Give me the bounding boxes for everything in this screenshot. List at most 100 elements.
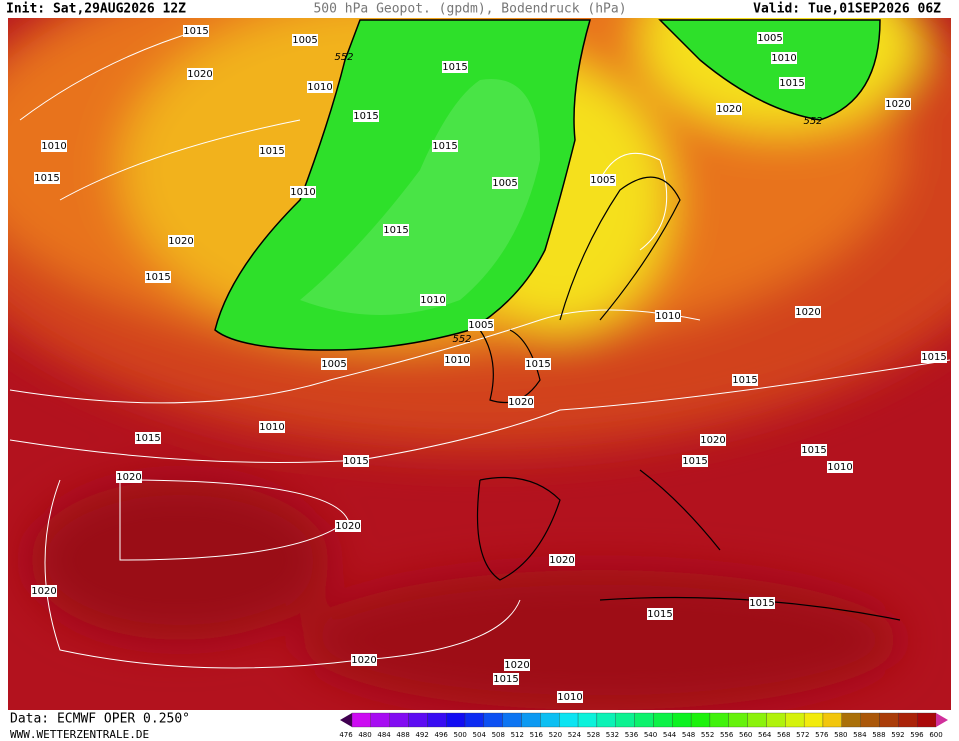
colorbar-bin (483, 712, 503, 728)
isobar-label: 1005 (757, 33, 782, 44)
colorbar-tick-label: 484 (377, 731, 391, 739)
isobar-label: 1010 (259, 422, 284, 433)
isobar-label: 1010 (444, 355, 469, 366)
colorbar-bin (634, 712, 654, 728)
isobar-label: 1005 (292, 35, 317, 46)
label-box (351, 654, 377, 666)
isobar-label: 1015 (442, 62, 467, 73)
isobar-label: 1020 (549, 555, 574, 566)
colorbar-bin (690, 712, 711, 728)
label-box (549, 554, 575, 566)
isobar-label: 1015 (493, 674, 518, 685)
label-box (335, 520, 361, 532)
isobar-label: 1015 (259, 146, 284, 157)
colorbar-bin (427, 712, 447, 728)
label-box (468, 319, 494, 331)
isobar-label: 1010 (655, 311, 680, 322)
label-box (779, 77, 805, 89)
colorbar-tick-label: 528 (587, 731, 600, 739)
isobar-label: 1015 (135, 433, 160, 444)
isobar-label: 1020 (187, 69, 212, 80)
isobar-label: 1010 (420, 295, 445, 306)
colorbar-bin (709, 712, 729, 728)
colorbar-bin (521, 712, 541, 728)
colorbar-tick-label: 552 (701, 731, 714, 739)
colorbar-bin (408, 712, 428, 728)
colorbar-tick-label: 596 (910, 731, 924, 739)
label-box (885, 98, 911, 110)
valid-text: Valid: Tue,01SEP2026 06Z (753, 2, 941, 17)
label-box (187, 68, 213, 80)
label-box (259, 145, 285, 157)
label-box (420, 294, 446, 306)
colorbar-arrow (936, 713, 948, 727)
colorbar-bin (672, 712, 692, 728)
label-box (383, 224, 409, 236)
label-box (749, 597, 775, 609)
colorbar-tick-label: 492 (415, 731, 428, 739)
colorbar-bin (898, 712, 918, 728)
isobar-label: 1020 (504, 660, 529, 671)
label-box (525, 358, 551, 370)
isobar-label: 1020 (508, 397, 533, 408)
colorbar-tick-label: 580 (834, 731, 847, 739)
colorbar-bin (446, 712, 466, 728)
isobar-label: 1015 (732, 375, 757, 386)
colorbar-bin (879, 712, 899, 728)
isobar-label: 1010 (557, 692, 582, 703)
init-text: Init: Sat,29AUG2026 12Z (6, 2, 186, 17)
colorbar-bin (370, 712, 390, 728)
colorbar-bin (841, 712, 861, 728)
colorbar-tick-label: 508 (492, 731, 505, 739)
isobar-label: 1005 (321, 359, 346, 370)
colorbar-tick-label: 592 (891, 731, 904, 739)
colorbar-bin (559, 712, 579, 728)
label-box (647, 608, 673, 620)
label-box (432, 140, 458, 152)
colorbar-bin (860, 712, 880, 728)
isobar-label: 1015 (749, 598, 774, 609)
colorbar-tick-label: 524 (568, 731, 582, 739)
isobar-label: 1020 (31, 586, 56, 597)
colorbar-bin (766, 712, 786, 728)
label-box (290, 186, 316, 198)
colorbar-tick-label: 504 (473, 731, 487, 739)
colorbar-tick-label: 584 (853, 731, 867, 739)
isobar-label: 1015 (145, 272, 170, 283)
label-box (31, 585, 57, 597)
label-box (442, 61, 468, 73)
colorbar-arrow (340, 713, 352, 727)
colorbar-bin (728, 712, 748, 728)
label-box (292, 34, 318, 46)
label-box (493, 673, 519, 685)
isobar-label: 1010 (771, 53, 796, 64)
label-box (801, 444, 827, 456)
isobar-label: 1015 (183, 26, 208, 37)
isobar-label: 1020 (116, 472, 141, 483)
label-box (827, 461, 853, 473)
isobar-label: 552 (334, 52, 353, 63)
label-box (168, 235, 194, 247)
label-box (757, 32, 783, 44)
isobar-label: 1010 (290, 187, 315, 198)
colorbar-bin (502, 712, 522, 728)
colorbar-bin (822, 712, 842, 728)
colorbar-tick-label: 480 (358, 731, 371, 739)
colorbar-bin (389, 712, 409, 728)
label-box (307, 81, 333, 93)
label-box (41, 140, 67, 152)
isobar-label: 1020 (885, 99, 910, 110)
colorbar-bin (917, 712, 937, 728)
label-box (183, 25, 209, 37)
colorbar-tick-label: 600 (929, 731, 942, 739)
colorbar-tick-label: 568 (777, 731, 790, 739)
isobar-label: 1015 (647, 609, 672, 620)
colorbar-bin (351, 712, 371, 728)
colorbar-tick-label: 576 (815, 731, 829, 739)
colorbar-tick-label: 520 (549, 731, 562, 739)
label-box (504, 659, 530, 671)
colorbar-bin (464, 712, 485, 728)
isobar-label: 1005 (492, 178, 517, 189)
isobar-label: 1015 (921, 352, 946, 363)
